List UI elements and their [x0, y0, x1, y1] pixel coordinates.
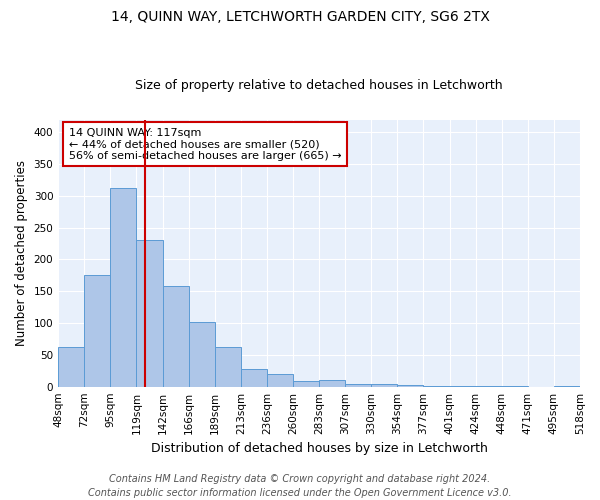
Y-axis label: Number of detached properties: Number of detached properties [15, 160, 28, 346]
Bar [293, 381, 319, 386]
Text: 14, QUINN WAY, LETCHWORTH GARDEN CITY, SG6 2TX: 14, QUINN WAY, LETCHWORTH GARDEN CITY, S… [110, 10, 490, 24]
Bar [84, 276, 110, 386]
Bar [110, 188, 136, 386]
Bar [215, 347, 241, 387]
Bar [188, 322, 215, 386]
Text: 14 QUINN WAY: 117sqm
← 44% of detached houses are smaller (520)
56% of semi-deta: 14 QUINN WAY: 117sqm ← 44% of detached h… [68, 128, 341, 161]
Bar [58, 347, 84, 387]
X-axis label: Distribution of detached houses by size in Letchworth: Distribution of detached houses by size … [151, 442, 488, 455]
Bar [319, 380, 345, 386]
Bar [163, 286, 188, 386]
Bar [267, 374, 293, 386]
Bar [345, 384, 371, 386]
Bar [136, 240, 163, 386]
Title: Size of property relative to detached houses in Letchworth: Size of property relative to detached ho… [135, 79, 503, 92]
Bar [371, 384, 397, 386]
Text: Contains HM Land Registry data © Crown copyright and database right 2024.
Contai: Contains HM Land Registry data © Crown c… [88, 474, 512, 498]
Bar [241, 369, 267, 386]
